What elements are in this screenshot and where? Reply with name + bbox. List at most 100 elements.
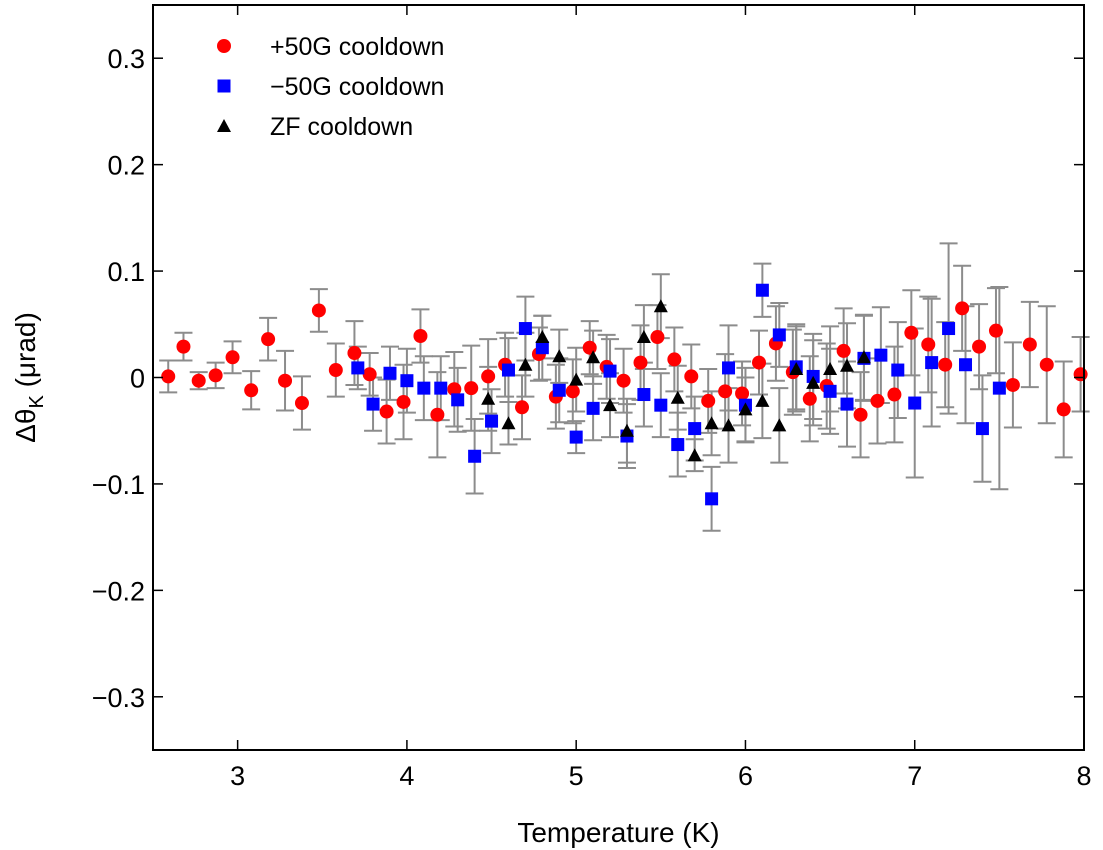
data-point-series-1 (481, 369, 496, 384)
data-point-series-2 (569, 430, 583, 444)
data-point-series-3 (481, 391, 496, 405)
data-point-series-1 (447, 382, 462, 397)
data-point-series-3 (840, 358, 855, 372)
data-point-series-1 (1073, 367, 1088, 382)
data-point-series-1 (1039, 357, 1054, 372)
data-point-series-1 (684, 369, 699, 384)
y-axis-label: ΔθK (μrad) (10, 312, 48, 443)
data-point-series-2 (874, 348, 888, 362)
legend-marker-series-3 (217, 119, 231, 132)
data-point-series-3 (670, 390, 685, 404)
data-point-series-2 (992, 381, 1006, 395)
data-point-series-3 (586, 350, 601, 364)
data-point-series-1 (362, 367, 377, 382)
data-point-series-3 (636, 330, 651, 344)
data-point-series-1 (244, 383, 259, 398)
data-point-series-3 (789, 361, 804, 375)
data-point-series-2 (351, 361, 365, 375)
data-point-series-2 (823, 384, 837, 398)
y-tick-label: 0 (130, 364, 145, 394)
data-point-series-1 (650, 330, 665, 345)
x-tick-label: 7 (907, 761, 922, 791)
x-tick-label: 5 (569, 761, 584, 791)
data-point-series-2 (383, 366, 397, 380)
data-point-series-3 (856, 350, 871, 364)
data-point-series-1 (565, 384, 580, 399)
data-point-series-1 (278, 373, 293, 388)
data-point-series-3 (603, 398, 618, 412)
data-point-series-1 (261, 332, 276, 347)
data-point-series-2 (400, 374, 414, 388)
data-point-series-2 (755, 283, 769, 297)
data-point-series-1 (667, 352, 682, 367)
data-point-series-1 (396, 394, 411, 409)
data-markers (161, 283, 1088, 506)
data-point-series-1 (1056, 402, 1071, 417)
data-point-series-2 (535, 341, 549, 355)
y-tick-label: −0.3 (92, 683, 145, 713)
data-point-series-2 (688, 422, 702, 436)
data-point-series-1 (751, 355, 766, 370)
data-point-series-2 (468, 449, 482, 463)
data-point-series-1 (988, 323, 1003, 338)
y-tick-label: 0.1 (107, 257, 145, 287)
data-point-series-2 (925, 356, 939, 370)
x-tick-label: 3 (230, 761, 245, 791)
data-point-series-3 (823, 361, 838, 375)
data-point-series-1 (904, 325, 919, 340)
data-point-series-1 (701, 393, 716, 408)
data-point-series-1 (208, 368, 223, 383)
data-point-series-3 (552, 349, 567, 363)
data-point-series-1 (887, 387, 902, 402)
axis-ticks: 3 4 5 6 7 8 −0.3 −0.2 −0.1 0 0.1 0.2 0.3 (92, 5, 1092, 791)
data-point-series-2 (705, 492, 719, 506)
data-point-series-2 (637, 388, 651, 402)
data-point-series-1 (379, 404, 394, 419)
legend-marker-series-2 (217, 79, 231, 93)
data-point-series-2 (586, 401, 600, 415)
legend-label-series-1: +50G cooldown (270, 33, 444, 61)
data-point-series-1 (311, 303, 326, 318)
data-point-series-1 (191, 373, 206, 388)
data-point-series-2 (417, 381, 431, 395)
data-point-series-2 (891, 363, 905, 377)
data-point-series-1 (225, 350, 240, 365)
x-tick-label: 6 (738, 761, 753, 791)
data-point-series-3 (772, 418, 787, 432)
data-point-series-1 (413, 328, 428, 343)
data-point-series-2 (959, 358, 973, 372)
data-point-series-3 (535, 330, 550, 344)
data-point-series-3 (687, 448, 702, 462)
x-tick-label: 4 (399, 761, 414, 791)
data-point-series-2 (942, 322, 956, 336)
x-axis-label: Temperature (K) (517, 817, 719, 848)
data-point-series-2 (518, 322, 532, 336)
y-tick-label: 0.2 (107, 151, 145, 181)
data-point-series-1 (870, 393, 885, 408)
data-point-series-1 (718, 384, 733, 399)
data-point-series-2 (603, 364, 617, 378)
data-point-series-1 (176, 339, 191, 354)
data-point-series-3 (738, 402, 753, 416)
data-point-series-1 (515, 400, 530, 415)
data-point-series-2 (840, 397, 854, 411)
data-point-series-1 (955, 301, 970, 316)
data-point-series-2 (671, 438, 685, 452)
y-axis-label-main: Δθ (10, 409, 41, 443)
y-tick-label: 0.3 (107, 44, 145, 74)
data-point-series-1 (464, 381, 479, 396)
data-point-series-1 (921, 337, 936, 352)
data-point-series-2 (654, 398, 668, 412)
data-point-series-1 (938, 357, 953, 372)
data-point-series-2 (501, 363, 515, 377)
data-point-series-2 (908, 396, 922, 410)
data-point-series-1 (294, 396, 309, 411)
data-point-series-1 (347, 346, 362, 361)
data-point-series-1 (161, 369, 176, 384)
data-point-series-1 (616, 373, 631, 388)
data-point-series-2 (451, 393, 465, 407)
legend-label-series-2: −50G cooldown (270, 73, 444, 101)
data-point-series-2 (975, 422, 989, 436)
data-point-series-2 (366, 397, 380, 411)
